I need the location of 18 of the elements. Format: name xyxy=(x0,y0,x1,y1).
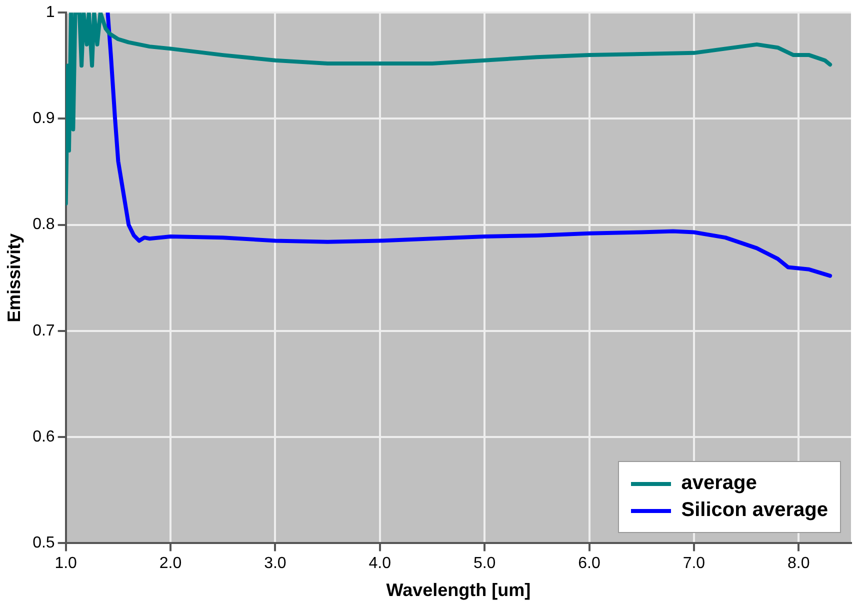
x-tick-label: 7.0 xyxy=(682,555,706,572)
x-tick-label: 3.0 xyxy=(264,555,286,572)
x-tick-label: 5.0 xyxy=(473,555,496,572)
y-tick-label: 0.5 xyxy=(32,534,55,552)
y-tick-label: 1 xyxy=(46,4,55,22)
y-tick-label: 0.6 xyxy=(32,428,55,446)
x-tick-label: 2.0 xyxy=(159,555,182,572)
y-tick-label: 0.9 xyxy=(32,110,55,128)
y-tick-label: 0.8 xyxy=(32,216,55,234)
x-tick-label: 1.0 xyxy=(54,555,78,572)
x-tick-label: 8.0 xyxy=(788,555,810,572)
y-tick-label: 0.7 xyxy=(32,322,55,340)
x-tick-label: 6.0 xyxy=(578,555,600,572)
x-tick-label: 4.0 xyxy=(368,555,392,572)
y-axis-title: Emissivity xyxy=(4,233,24,322)
legend-label: average xyxy=(681,472,757,496)
legend-label: Silicon average xyxy=(681,499,828,522)
x-axis-title: Wavelength [um] xyxy=(386,580,531,600)
